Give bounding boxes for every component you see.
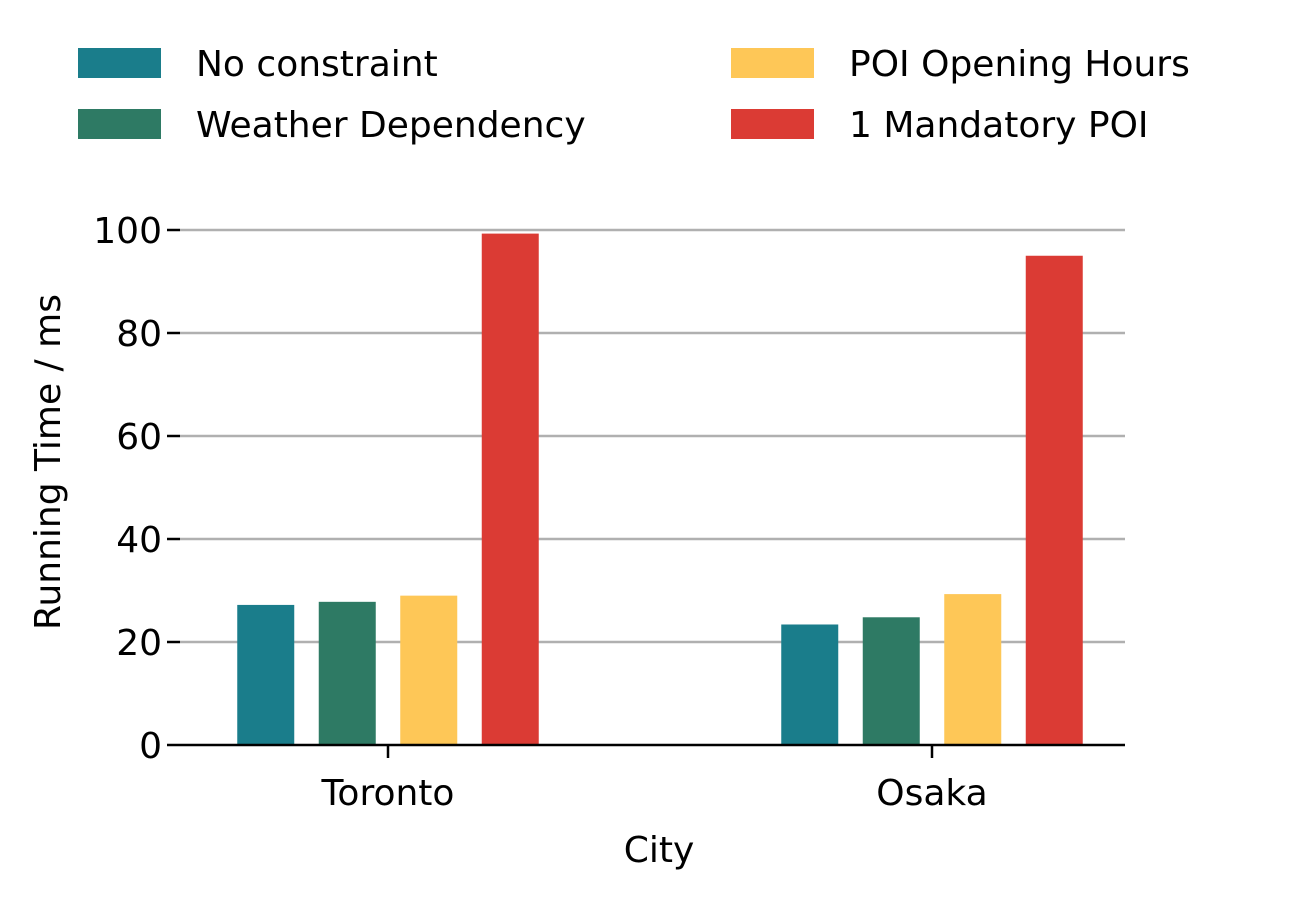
y-axis-label: Running Time / ms (28, 294, 69, 630)
x-axis-label: City (624, 830, 695, 871)
bar-osaka-1 (862, 617, 920, 745)
y-tick-label: 0 (139, 726, 162, 767)
y-axis-ticks: 0 20 40 60 80 100 (93, 211, 180, 767)
x-axis-ticks: Toronto Osaka (321, 745, 988, 814)
legend: No constraint Weather Dependency POI Openi… (78, 44, 1190, 146)
legend-swatch (731, 109, 814, 139)
bar-toronto-1 (318, 601, 376, 745)
bar-toronto-2 (400, 595, 458, 745)
x-tick-label: Toronto (321, 773, 455, 814)
legend-label: 1 Mandatory POI (849, 105, 1149, 146)
y-tick-label: 80 (116, 314, 162, 355)
legend-swatch (731, 48, 814, 78)
bar-toronto-3 (481, 233, 539, 746)
y-tick-label: 40 (116, 520, 162, 561)
legend-swatch (78, 109, 161, 139)
bar-toronto-0 (237, 604, 295, 745)
y-tick-label: 20 (116, 623, 162, 664)
bar-osaka-2 (944, 594, 1002, 745)
bars (237, 233, 1083, 746)
legend-label: No constraint (196, 44, 438, 85)
x-tick-label: Osaka (876, 773, 987, 814)
legend-label: POI Opening Hours (849, 44, 1190, 85)
grid-lines (180, 228, 1125, 644)
bar-osaka-3 (1025, 255, 1083, 745)
legend-label: Weather Dependency (196, 105, 586, 146)
legend-swatch (78, 48, 161, 78)
y-tick-label: 60 (116, 417, 162, 458)
bar-osaka-0 (781, 624, 839, 745)
y-tick-label: 100 (93, 211, 162, 252)
